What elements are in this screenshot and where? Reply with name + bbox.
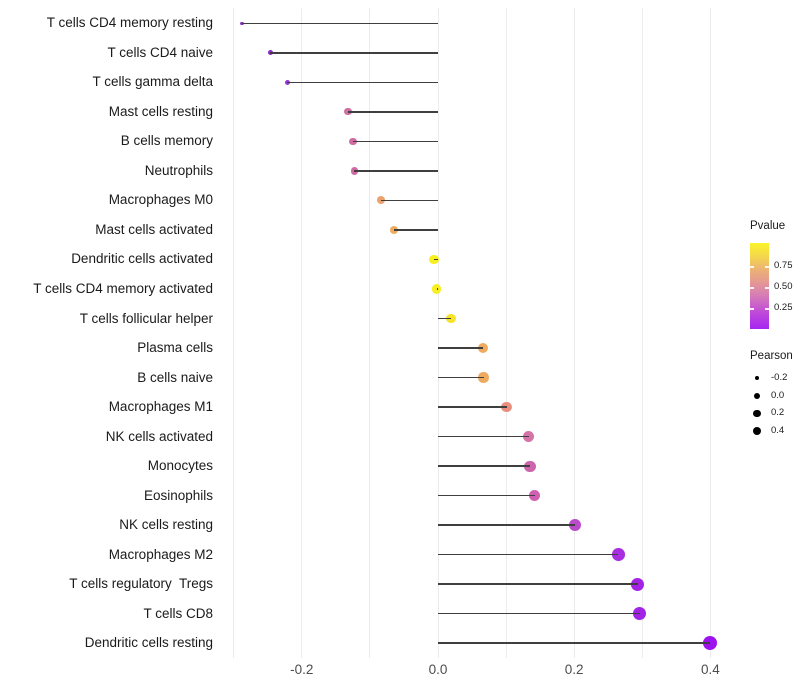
gridline: [301, 8, 303, 658]
category-label: Mast cells activated: [95, 221, 213, 237]
lollipop-stem: [438, 376, 484, 379]
gridline: [437, 8, 439, 658]
colorbar-tick: [765, 287, 769, 289]
x-tick-label: 0.0: [428, 662, 448, 677]
category-label: T cells regulatory Tregs: [69, 576, 213, 592]
category-label: Dendritic cells resting: [84, 635, 213, 651]
legend-pvalue-title: Pvalue: [750, 220, 786, 232]
pearson-size-label: 0.2: [771, 407, 785, 419]
lollipop-stem: [348, 111, 438, 113]
category-label: NK cells resting: [119, 517, 213, 533]
category-label: T cells follicular helper: [79, 310, 213, 326]
gridline: [369, 8, 371, 658]
pearson-size-label: 0.0: [771, 389, 785, 401]
category-label: T cells CD4 memory resting: [46, 15, 213, 31]
lollipop-stem: [438, 347, 483, 349]
lollipop-stem: [438, 642, 710, 644]
lollipop-stem: [438, 553, 619, 556]
category-label: T cells gamma delta: [92, 74, 213, 90]
pearson-size-dot: [752, 426, 762, 436]
lollipop-stem: [438, 524, 575, 526]
x-tick-label: 0.4: [701, 662, 720, 677]
lollipop-stem: [270, 52, 438, 54]
lollipop-dot: [349, 137, 357, 146]
lollipop-stem: [433, 258, 438, 261]
lollipop-dot: [529, 489, 541, 502]
lollipop-stem: [438, 612, 640, 615]
lollipop-stem: [438, 494, 535, 497]
lollipop-dot: [501, 401, 513, 413]
colorbar-tick-label: 0.25: [774, 302, 793, 313]
pvalue-colorbar: [750, 243, 769, 329]
lollipop-stem: [436, 288, 438, 290]
category-label: T cells CD4 naive: [107, 44, 213, 60]
lollipop-stem: [438, 406, 507, 408]
category-label: T cells CD4 memory activated: [33, 280, 213, 296]
lollipop-dot: [268, 50, 273, 56]
category-label: Plasma cells: [137, 340, 213, 356]
pearson-size-label: 0.4: [771, 425, 785, 437]
category-label: Dendritic cells activated: [71, 251, 213, 267]
lollipop-dot: [568, 519, 581, 532]
lollipop-dot: [524, 460, 536, 472]
lollipop-dot: [633, 607, 647, 621]
category-label: NK cells activated: [105, 428, 213, 444]
category-label: B cells memory: [120, 133, 213, 149]
gridline: [641, 8, 643, 658]
gridline: [233, 8, 235, 658]
colorbar-tick: [750, 287, 754, 289]
lollipop-stem: [438, 465, 530, 467]
colorbar-tick-label: 0.50: [774, 281, 793, 292]
lollipop-stem: [438, 317, 451, 320]
lollipop-stem: [287, 81, 438, 84]
pearson-size-dot: [753, 409, 761, 418]
gridline: [573, 8, 575, 658]
lollipop-stem: [438, 583, 638, 585]
colorbar-tick: [750, 308, 754, 310]
category-label: Macrophages M1: [108, 399, 213, 415]
category-label: B cells naive: [137, 369, 213, 385]
lollipop-dot: [612, 548, 625, 561]
colorbar-tick: [765, 266, 769, 268]
lollipop-dot: [350, 167, 358, 175]
lollipop-stem: [438, 435, 529, 438]
lollipop-stem: [393, 229, 438, 231]
gridline: [505, 8, 507, 658]
category-label: Neutrophils: [144, 162, 213, 178]
x-tick-label: 0.2: [564, 662, 584, 677]
x-tick-label: -0.2: [290, 662, 314, 677]
pearson-size-label: -0.2: [771, 372, 788, 383]
lollipop-stem: [241, 22, 438, 25]
colorbar-tick: [750, 266, 754, 268]
category-label: Mast cells resting: [108, 103, 213, 119]
lollipop-stem: [354, 170, 438, 172]
category-label: Eosinophils: [143, 487, 213, 503]
pearson-size-dot: [754, 375, 760, 381]
colorbar-tick: [765, 308, 769, 310]
category-label: Macrophages M2: [108, 546, 213, 562]
lollipop-stem: [352, 140, 438, 143]
gridline: [709, 8, 711, 658]
category-label: Monocytes: [147, 458, 213, 474]
category-label: Macrophages M0: [108, 192, 213, 208]
legend-pearson-title: Pearson: [750, 350, 793, 362]
lollipop-dot: [389, 225, 398, 235]
lollipop-stem: [380, 199, 438, 202]
colorbar-tick-label: 0.75: [774, 260, 793, 271]
pearson-size-dot: [754, 392, 760, 399]
category-label: T cells CD8: [143, 605, 213, 621]
